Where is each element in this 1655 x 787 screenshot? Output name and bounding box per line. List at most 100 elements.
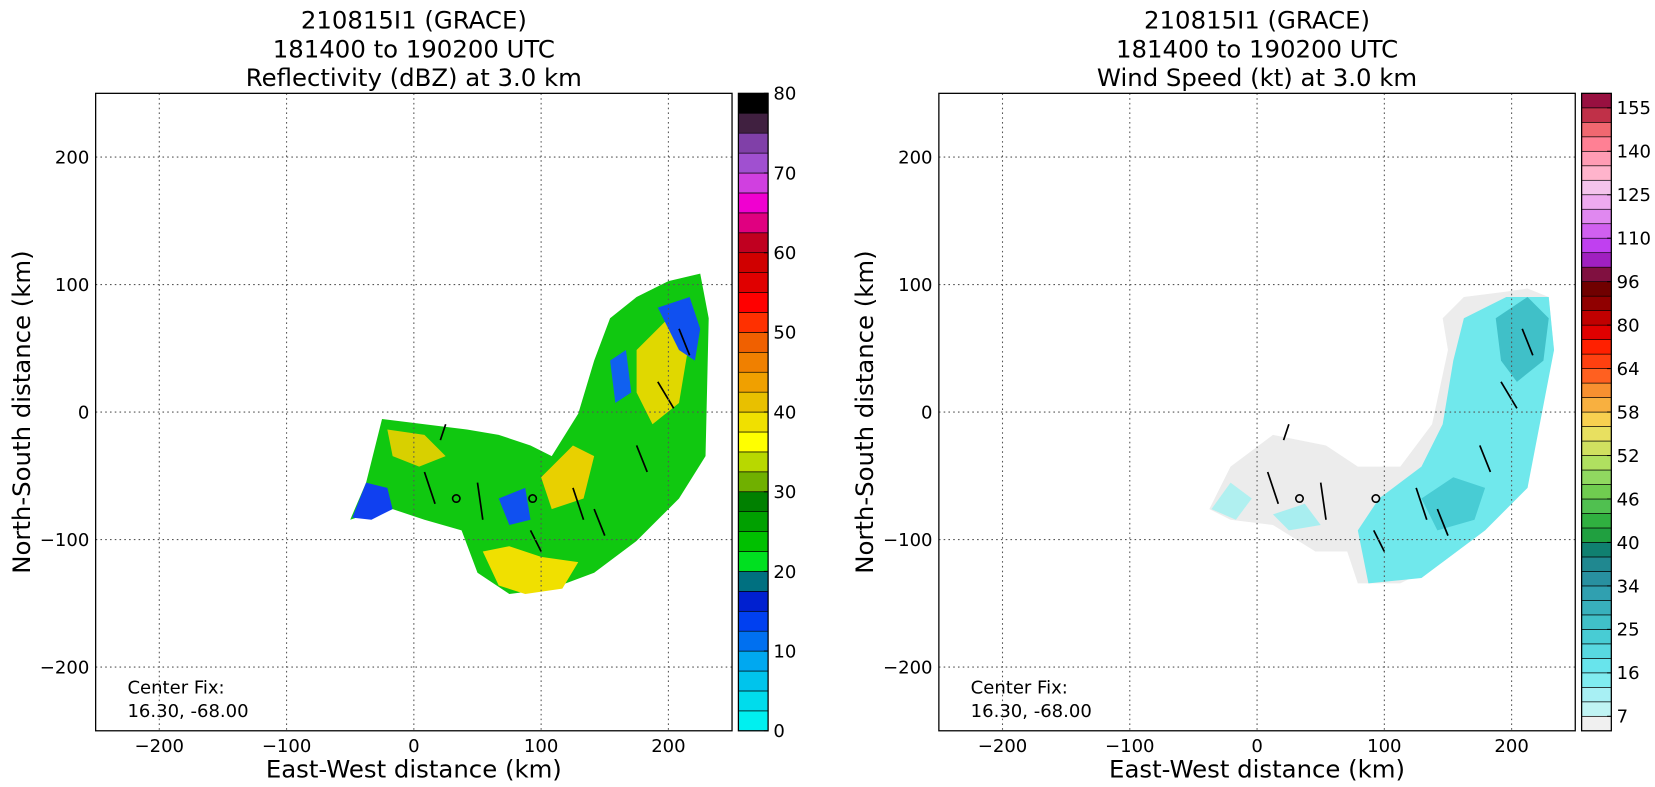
colorbar-band — [1581, 397, 1612, 413]
center-fix: 16.30, -68.00 — [971, 701, 1092, 722]
colorbar-tick-label: 40 — [1617, 533, 1640, 554]
y-tick-label: −200 — [883, 657, 932, 678]
chart-title: 181400 to 190200 UTC — [1116, 34, 1398, 63]
colorbar-band — [1581, 484, 1612, 500]
colorbar-band — [1581, 513, 1612, 529]
colorbar-tick-label: 70 — [773, 163, 796, 184]
colorbar-tick-label: 50 — [773, 323, 796, 344]
colorbar-band — [738, 690, 769, 712]
colorbar-tick-label: 110 — [1617, 229, 1651, 250]
colorbar-tick-label: 96 — [1617, 272, 1640, 293]
colorbar-band — [738, 670, 769, 692]
colorbar-band — [738, 551, 769, 572]
colorbar-tick-label: 10 — [773, 641, 796, 662]
field-right — [1209, 288, 1555, 584]
colorbar-band — [1581, 614, 1612, 630]
colorbar-band — [738, 332, 769, 353]
x-tick-label: 200 — [1494, 736, 1528, 757]
colorbar-band — [738, 650, 769, 672]
colorbar-band — [1581, 93, 1612, 109]
colorbar-tick-label: 140 — [1617, 142, 1651, 163]
colorbar-band — [738, 471, 769, 493]
y-tick-label: −100 — [883, 530, 932, 551]
center-fix: Center Fix: — [127, 678, 224, 699]
colorbar-band — [1581, 107, 1612, 123]
colorbar-band — [738, 252, 769, 273]
colorbar-band — [1581, 266, 1612, 282]
colorbar-band — [1581, 368, 1612, 384]
chart-title: Wind Speed (kt) at 3.0 km — [1097, 63, 1417, 92]
colorbar-tick-label: 7 — [1617, 707, 1628, 728]
chart-title: 210815I1 (GRACE) — [1144, 6, 1370, 35]
colorbar-band — [1581, 629, 1612, 645]
colorbar-band — [1581, 150, 1612, 167]
colorbar-band — [1581, 252, 1612, 268]
colorbar-tick-label: 52 — [1617, 446, 1640, 467]
colorbar-band — [1581, 295, 1612, 311]
colorbar-tick-label: 58 — [1617, 402, 1640, 423]
y-tick-label: 0 — [921, 402, 932, 423]
y-axis-label: North-South distance (km) — [7, 250, 36, 573]
colorbar-band — [738, 212, 769, 234]
x-tick-label: 0 — [1251, 736, 1262, 757]
colorbar-band — [738, 272, 769, 293]
y-tick-label: 200 — [898, 147, 932, 168]
colorbar-band — [1581, 498, 1612, 514]
colorbar-band — [1581, 455, 1612, 471]
x-tick-label: −200 — [135, 736, 184, 757]
plot-frame — [938, 92, 1576, 732]
colorbar-band — [738, 112, 769, 134]
plot-frame — [95, 92, 733, 732]
colorbar-band — [738, 610, 769, 632]
x-tick-label: −200 — [978, 736, 1027, 757]
colorbar-band — [738, 391, 769, 413]
x-axis-label: East-West distance (km) — [1109, 754, 1405, 783]
colorbar-band — [1581, 542, 1612, 558]
colorbar-tick-label: 64 — [1617, 359, 1640, 380]
colorbar-band — [1581, 715, 1612, 732]
colorbar-tick-label: 80 — [1617, 316, 1640, 337]
colorbar-band — [1581, 121, 1612, 138]
y-tick-label: 200 — [55, 147, 89, 168]
colorbar-band — [1581, 687, 1612, 703]
colorbar-band — [738, 411, 769, 433]
colorbar-band — [1581, 223, 1612, 239]
colorbar-tick-label: 0 — [773, 721, 784, 742]
colorbar-tick-label: 25 — [1617, 620, 1640, 641]
colorbar-band — [1581, 658, 1612, 674]
colorbar-band — [1581, 194, 1612, 210]
colorbar-band — [738, 232, 769, 254]
colorbar-band — [738, 491, 769, 512]
colorbar-band — [1581, 585, 1612, 601]
colorbar-band — [1581, 556, 1612, 572]
colorbar-tick-label: 80 — [773, 84, 796, 105]
colorbar-band — [1581, 672, 1612, 688]
colorbar-band — [738, 132, 769, 154]
center-fix: 16.30, -68.00 — [127, 701, 248, 722]
x-tick-label: −100 — [1105, 736, 1154, 757]
colorbar-tick-label: 60 — [773, 243, 796, 264]
colorbar-band — [738, 710, 769, 732]
colorbar-tick-label: 20 — [773, 562, 796, 583]
colorbar-band — [1581, 237, 1612, 254]
colorbar-band — [1581, 310, 1612, 326]
colorbar-band — [738, 172, 769, 194]
y-axis-label: North-South distance (km) — [850, 250, 879, 573]
colorbar-band — [738, 351, 769, 373]
center-fix: Center Fix: — [971, 678, 1068, 699]
colorbar-band — [738, 591, 769, 612]
y-tick-label: −100 — [40, 530, 89, 551]
colorbar-tick-label: 34 — [1617, 576, 1640, 597]
colorbar-band — [738, 152, 769, 174]
chart-title: Reflectivity (dBZ) at 3.0 km — [246, 63, 582, 92]
colorbar-band — [1581, 440, 1612, 456]
colorbar-band — [1581, 353, 1612, 369]
colorbar-band — [738, 511, 769, 532]
chart-title: 181400 to 190200 UTC — [273, 34, 555, 63]
x-axis-label: East-West distance (km) — [266, 754, 562, 783]
colorbar-band — [1581, 281, 1612, 297]
colorbar-band — [738, 451, 769, 473]
x-tick-label: 200 — [651, 736, 685, 757]
colorbar-band — [1581, 469, 1612, 485]
